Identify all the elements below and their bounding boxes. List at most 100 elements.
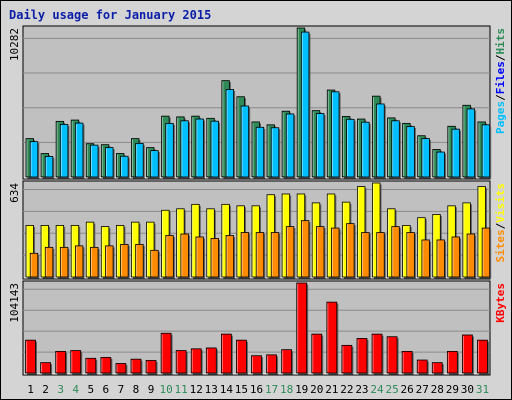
- bar-visits-sites-sites-4-fill: [75, 245, 84, 278]
- x-tick-label-27: 27: [416, 383, 429, 396]
- bar-hits-files-files-29: [451, 128, 462, 179]
- bar-hits-files-files-8: [135, 142, 145, 179]
- x-tick-label-15: 15: [235, 383, 248, 396]
- bar-visits-sites-visits-1-fill: [25, 225, 34, 278]
- bar-visits-sites-sites-6: [105, 245, 115, 279]
- bar-visits-sites-sites-17-fill: [270, 232, 280, 278]
- x-tick-label-21: 21: [325, 383, 338, 396]
- bar-visits-sites-sites-11: [180, 233, 190, 279]
- x-tick-label-6: 6: [103, 383, 110, 396]
- bar-hits-files-files-19-fill: [300, 31, 310, 178]
- bar-visits-sites-sites-18-fill: [285, 226, 295, 278]
- bar-kbytes-kbytes-15-fill: [236, 339, 247, 374]
- bar-kbytes-kbytes-12-fill: [190, 348, 202, 374]
- legend-entry: Visits: [494, 183, 507, 223]
- bar-visits-sites-sites-9-fill: [150, 249, 159, 278]
- bar-hits-files-files-5-fill: [90, 144, 99, 178]
- bar-kbytes-kbytes-1-fill: [25, 339, 36, 374]
- bar-kbytes-kbytes-25: [386, 336, 399, 375]
- bar-visits-sites-sites-9: [150, 249, 160, 279]
- bar-hits-files-files-21: [331, 91, 341, 179]
- bar-hits-files-files-26: [406, 126, 416, 179]
- bar-visits-sites-sites-2-fill: [44, 246, 54, 278]
- bar-hits-files-files-31-fill: [481, 124, 491, 178]
- bar-visits-sites-sites-16-fill: [255, 232, 265, 278]
- bar-visits-sites-visits-9-fill: [146, 221, 155, 278]
- x-tick-label-3: 3: [57, 383, 64, 396]
- bar-kbytes-kbytes-2-fill: [40, 362, 51, 374]
- x-tick-label-18: 18: [280, 383, 293, 396]
- bar-hits-files-files-7-fill: [120, 155, 129, 178]
- bar-visits-sites-sites-22-fill: [346, 223, 355, 278]
- legend-entry: KBytes: [494, 283, 507, 323]
- bar-kbytes-kbytes-13-fill: [205, 347, 217, 374]
- bar-kbytes-kbytes-25-fill: [386, 336, 398, 374]
- bar-visits-sites-sites-3-fill: [59, 246, 69, 278]
- bar-visits-sites-sites-15: [240, 232, 251, 279]
- bar-kbytes-kbytes-2: [40, 362, 53, 375]
- bar-visits-sites-sites-24: [376, 232, 386, 279]
- bar-kbytes-kbytes-27-fill: [416, 359, 428, 374]
- bar-hits-files-files-30-fill: [466, 108, 476, 178]
- bar-kbytes-kbytes-27: [416, 359, 429, 375]
- bar-visits-sites-sites-30-fill: [466, 233, 476, 278]
- bar-kbytes-kbytes-18-fill: [281, 349, 293, 374]
- bar-visits-sites-sites-28-fill: [436, 239, 445, 278]
- bar-kbytes-kbytes-23: [356, 338, 369, 375]
- bar-kbytes-kbytes-26-fill: [401, 350, 413, 374]
- bar-hits-files-files-24-fill: [376, 103, 385, 178]
- bar-hits-files-files-4: [75, 122, 85, 179]
- x-tick-label-9: 9: [148, 383, 155, 396]
- bar-hits-files-files-21-fill: [331, 91, 340, 178]
- bar-kbytes-kbytes-10: [160, 332, 173, 375]
- bar-visits-sites-sites-4: [75, 245, 85, 279]
- bar-visits-sites-sites-19-fill: [300, 220, 310, 278]
- bar-hits-files-files-29-fill: [451, 128, 460, 178]
- panel-kbytes-legend: KBytes: [494, 283, 507, 323]
- x-tick-label-22: 22: [340, 383, 353, 396]
- bar-visits-sites-visits-23-fill: [357, 186, 366, 278]
- bar-visits-sites-sites-10: [165, 235, 175, 279]
- bar-visits-sites-sites-8-fill: [135, 243, 144, 278]
- bar-kbytes-kbytes-11-fill: [175, 350, 187, 374]
- bar-kbytes-kbytes-17: [266, 354, 279, 375]
- bar-hits-files-files-2-fill: [44, 156, 54, 178]
- x-tick-label-10: 10: [159, 383, 172, 396]
- bar-visits-sites-sites-26: [406, 232, 416, 279]
- bar-kbytes-kbytes-17-fill: [266, 354, 277, 374]
- bar-kbytes-kbytes-29: [446, 350, 459, 375]
- bar-visits-sites-sites-3: [59, 246, 70, 279]
- bar-kbytes-kbytes-16-fill: [251, 355, 262, 374]
- bar-hits-files-files-1-fill: [29, 141, 39, 178]
- bar-visits-sites-sites-15-fill: [240, 232, 250, 278]
- bar-kbytes-kbytes-4-fill: [70, 350, 82, 374]
- legend-entry: Hits: [494, 28, 507, 55]
- bar-kbytes-kbytes-8-fill: [130, 358, 142, 374]
- bar-hits-files-files-14: [225, 89, 236, 179]
- bar-hits-files-files-12-fill: [195, 118, 204, 178]
- bar-kbytes-kbytes-14: [220, 333, 233, 375]
- bar-visits-sites-sites-13: [210, 238, 221, 279]
- bar-visits-sites-visits-24-fill: [372, 182, 381, 278]
- bar-hits-files-files-6-fill: [105, 147, 114, 178]
- x-tick-label-1: 1: [27, 383, 34, 396]
- bar-visits-sites-sites-7: [120, 243, 130, 279]
- bar-hits-files-files-26-fill: [406, 126, 415, 178]
- bar-kbytes-kbytes-14-fill: [220, 333, 232, 374]
- bar-kbytes-kbytes-6-fill: [100, 357, 112, 374]
- bar-kbytes-kbytes-7-fill: [115, 363, 127, 374]
- bar-hits-files-files-6: [105, 147, 115, 179]
- bar-hits-files-files-22: [346, 118, 356, 179]
- bar-hits-files-files-25-fill: [391, 120, 400, 178]
- bar-visits-sites-sites-20-fill: [316, 226, 325, 278]
- x-tick-label-25: 25: [385, 383, 398, 396]
- bar-visits-sites-sites-10-fill: [165, 235, 174, 278]
- x-tick-label-28: 28: [431, 383, 444, 396]
- bar-kbytes-kbytes-30-fill: [462, 334, 473, 374]
- bar-visits-sites-sites-8: [135, 243, 145, 279]
- x-tick-label-8: 8: [133, 383, 140, 396]
- bar-hits-files-files-24: [376, 103, 386, 179]
- x-tick-label-5: 5: [87, 383, 94, 396]
- bar-kbytes-kbytes-24: [371, 333, 384, 375]
- bar-hits-files-files-3: [59, 123, 70, 179]
